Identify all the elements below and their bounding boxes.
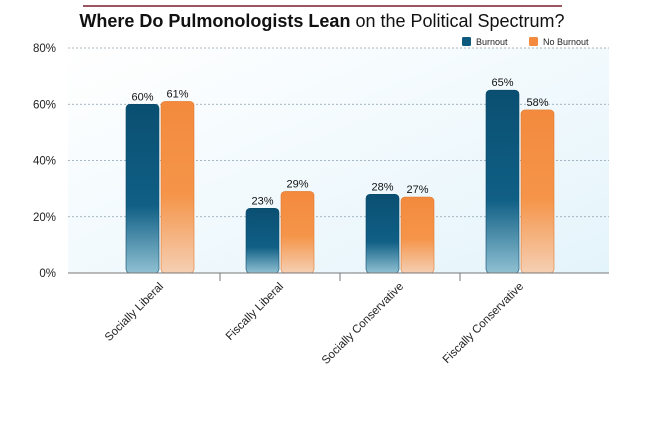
x-tick-label: Socially Conservative xyxy=(320,281,406,367)
bar-no-burnout xyxy=(400,196,435,274)
data-label: 28% xyxy=(371,181,393,193)
bar-burnout xyxy=(365,193,400,274)
bar-burnout xyxy=(245,208,280,274)
data-label: 61% xyxy=(166,88,188,100)
bar-burnout xyxy=(125,103,160,274)
legend-swatch xyxy=(529,37,538,46)
y-tick-label: 60% xyxy=(33,99,56,111)
data-label: 65% xyxy=(491,77,513,89)
data-label: 60% xyxy=(131,91,153,103)
value-labels: 60% 61% 23% 29% 28% 27% 65% 58% xyxy=(131,77,548,207)
data-label: 27% xyxy=(406,184,428,196)
legend-label: No Burnout xyxy=(543,37,589,47)
bar-burnout xyxy=(485,89,520,274)
bar-no-burnout xyxy=(160,101,195,274)
x-axis: Socially Liberal Fiscally Liberal Socially… xyxy=(68,272,609,367)
y-tick-label: 40% xyxy=(33,156,56,168)
y-axis: 0% 20% 40% 60% 80% xyxy=(33,43,56,280)
bar-no-burnout xyxy=(520,109,555,274)
data-label: 58% xyxy=(526,97,548,109)
legend-swatch xyxy=(462,37,471,46)
bars xyxy=(125,89,555,274)
x-tick-label: Fiscally Liberal xyxy=(224,281,286,343)
legend: Burnout No Burnout xyxy=(462,37,589,47)
chart-title: Where Do Pulmonologists Lean on the Poli… xyxy=(79,11,564,31)
chart-title-rest: on the Political Spectrum? xyxy=(350,11,564,31)
y-tick-label: 0% xyxy=(39,268,56,280)
chart-title-bold: Where Do Pulmonologists Lean xyxy=(79,11,350,31)
data-label: 23% xyxy=(251,195,273,207)
bar-no-burnout xyxy=(280,191,315,274)
x-tick-label: Socially Liberal xyxy=(103,281,166,344)
y-tick-label: 20% xyxy=(33,212,56,224)
x-tick-label: Fiscally Conservative xyxy=(441,281,526,366)
y-tick-label: 80% xyxy=(33,43,56,55)
data-label: 29% xyxy=(286,178,308,190)
legend-label: Burnout xyxy=(476,37,508,47)
